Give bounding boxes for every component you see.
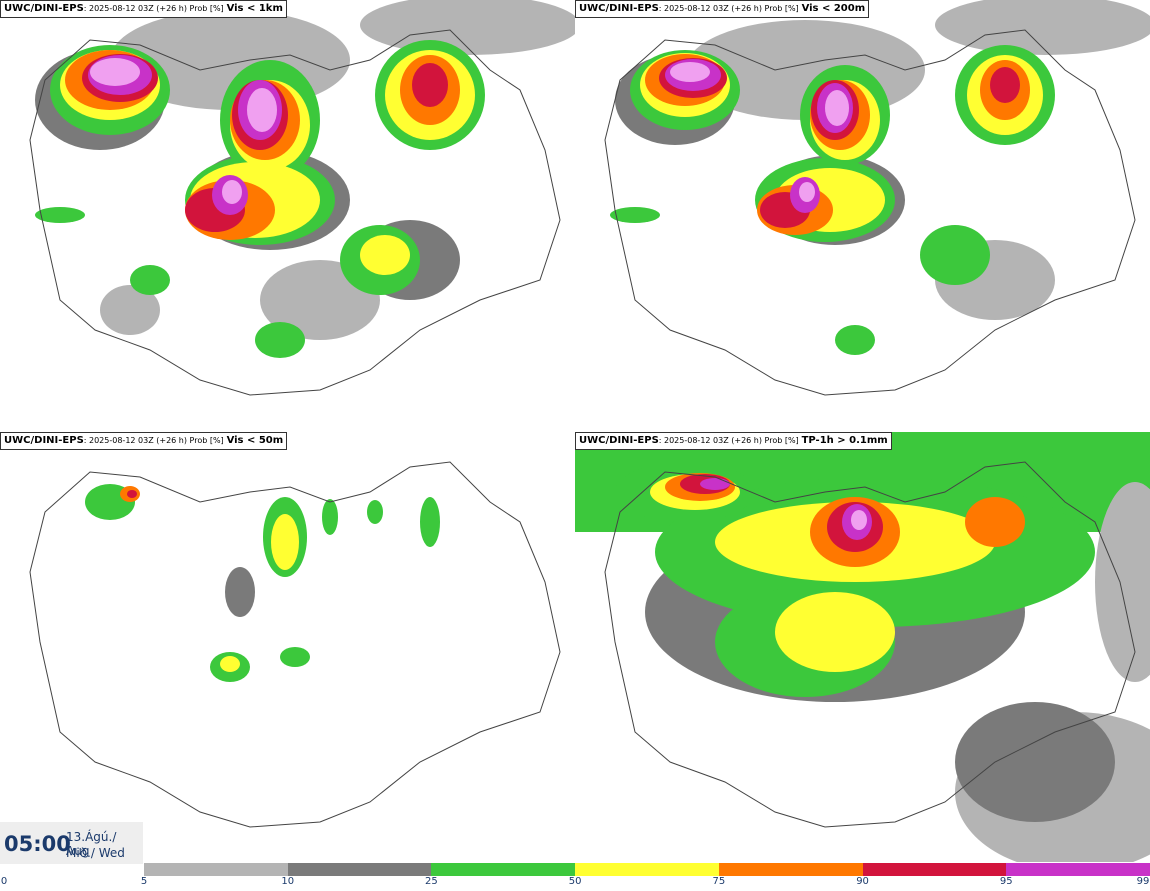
colorbar-segment bbox=[431, 863, 576, 876]
model-name: UWC/DINI-EPS bbox=[4, 435, 84, 446]
colorbar-ticks: 0 5 10 25 50 75 90 95 99 bbox=[0, 876, 1150, 890]
valid-time: 05:00 bbox=[4, 832, 71, 856]
iceland-map-vis-50m bbox=[29, 461, 561, 828]
panel-title: UWC/DINI-EPS: 2025-08-12 03Z (+26 h) Pro… bbox=[575, 432, 892, 450]
colorbar-tick-label: 95 bbox=[999, 876, 1013, 887]
colorbar-tick-label: 75 bbox=[712, 876, 726, 887]
colorbar-tick-label: 10 bbox=[281, 876, 295, 887]
colorbar-segment bbox=[1006, 863, 1150, 876]
iceland-coastline bbox=[604, 29, 1136, 396]
prob-field bbox=[610, 0, 1150, 355]
model-name: UWC/DINI-EPS bbox=[4, 3, 84, 14]
iceland-map-vis-200m bbox=[604, 0, 1150, 396]
criterion-label: TP-1h > 0.1mm bbox=[801, 435, 888, 446]
iceland-map-precip bbox=[575, 432, 1150, 862]
run-info: : 2025-08-12 03Z (+26 h) Prob [%] bbox=[83, 436, 224, 445]
panel-title: UWC/DINI-EPS: 2025-08-12 03Z (+26 h) Pro… bbox=[0, 432, 288, 450]
map-panel-vis-1km: UWC/DINI-EPS: 2025-08-12 03Z (+26 h) Pro… bbox=[0, 0, 575, 430]
colorbar-tick-label: 0 bbox=[0, 876, 8, 887]
probability-colorbar bbox=[144, 863, 1150, 876]
model-name: UWC/DINI-EPS bbox=[579, 435, 659, 446]
colorbar-segment bbox=[287, 863, 432, 876]
iceland-coastline bbox=[604, 461, 1136, 828]
criterion-label: Vis < 200m bbox=[801, 3, 866, 14]
colorbar-tick-label: 5 bbox=[140, 876, 148, 887]
colorbar-segment bbox=[144, 863, 288, 876]
valid-weekday: Mið./ Wed bbox=[66, 846, 125, 860]
valid-time-box: 05:00 13.Ágú./ Aug Mið./ Wed bbox=[0, 822, 143, 864]
colorbar-tick-label: 90 bbox=[856, 876, 869, 887]
criterion-label: Vis < 50m bbox=[226, 435, 284, 446]
model-name: UWC/DINI-EPS bbox=[579, 3, 659, 14]
panel-title: UWC/DINI-EPS: 2025-08-12 03Z (+26 h) Pro… bbox=[575, 0, 870, 18]
iceland-coastline bbox=[29, 29, 561, 396]
map-panel-vis-200m: UWC/DINI-EPS: 2025-08-12 03Z (+26 h) Pro… bbox=[575, 0, 1150, 430]
prob-field bbox=[35, 0, 575, 358]
colorbar-tick-label: 99 bbox=[1136, 876, 1150, 887]
panel-title: UWC/DINI-EPS: 2025-08-12 03Z (+26 h) Pro… bbox=[0, 0, 287, 18]
colorbar-segment bbox=[862, 863, 1007, 876]
run-info: : 2025-08-12 03Z (+26 h) Prob [%] bbox=[658, 4, 799, 13]
colorbar-segment bbox=[575, 863, 719, 876]
run-info: : 2025-08-12 03Z (+26 h) Prob [%] bbox=[83, 4, 224, 13]
colorbar-tick-label: 25 bbox=[425, 876, 438, 887]
prob-field bbox=[85, 484, 440, 682]
iceland-coastline bbox=[29, 461, 561, 828]
prob-field bbox=[575, 432, 1150, 862]
colorbar-tick-label: 50 bbox=[568, 876, 582, 887]
iceland-map-vis-1km bbox=[29, 0, 575, 396]
criterion-label: Vis < 1km bbox=[226, 3, 283, 14]
run-info: : 2025-08-12 03Z (+26 h) Prob [%] bbox=[658, 436, 799, 445]
valid-date: 13.Ágú./ Aug bbox=[66, 830, 117, 858]
colorbar-segment bbox=[718, 863, 863, 876]
map-panel-vis-50m: UWC/DINI-EPS: 2025-08-12 03Z (+26 h) Pro… bbox=[0, 432, 575, 862]
map-panel-precip: UWC/DINI-EPS: 2025-08-12 03Z (+26 h) Pro… bbox=[575, 432, 1150, 862]
